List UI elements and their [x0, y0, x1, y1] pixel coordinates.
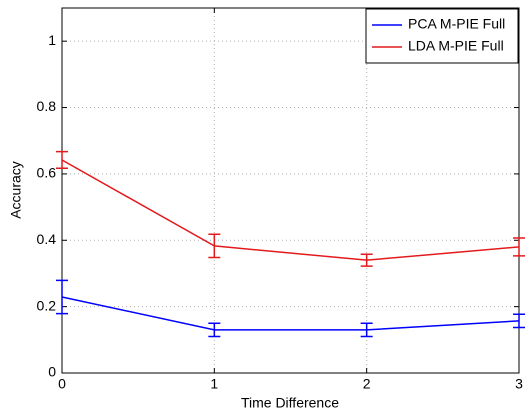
error-bar: [208, 322, 221, 338]
y-axis-label: Accuracy: [8, 161, 24, 219]
legend-box: [365, 8, 519, 64]
legend-label: PCA M-PIE Full: [408, 16, 505, 32]
error-bar: [56, 279, 68, 315]
y-tick-label: 0.4: [37, 231, 57, 247]
y-tick-label: 0.6: [37, 165, 57, 181]
y-tick-label: 0.8: [37, 98, 57, 114]
error-bar: [513, 237, 525, 257]
error-bar: [208, 233, 221, 259]
x-tick-label: 0: [58, 376, 66, 392]
error-bar: [360, 253, 373, 267]
y-tick-label: 0: [48, 364, 56, 380]
error-bar: [56, 150, 68, 170]
x-tick-label: 3: [515, 376, 523, 392]
x-axis-label: Time Difference: [241, 395, 339, 411]
plot-frame: [61, 7, 520, 374]
error-bar: [513, 313, 525, 329]
legend-label: LDA M-PIE Full: [408, 38, 504, 54]
y-tick-label: 0.2: [37, 297, 57, 313]
series-line: [61, 296, 520, 331]
series-line: [61, 159, 520, 261]
y-tick-label: 1: [48, 32, 56, 48]
x-tick-label: 1: [210, 376, 218, 392]
error-bar: [360, 322, 373, 338]
x-tick-label: 2: [363, 376, 371, 392]
